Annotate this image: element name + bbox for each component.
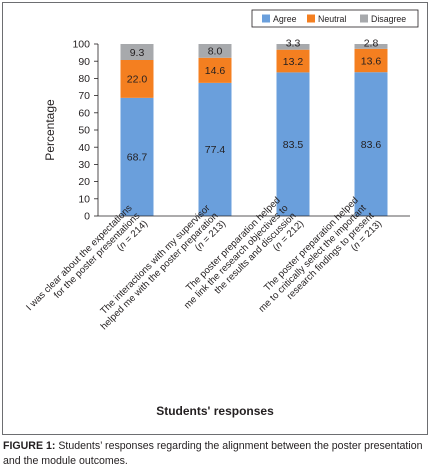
y-tick-label: 10 [78,193,90,205]
data-label: 13.6 [361,55,382,67]
bar-segment-agree [120,97,154,216]
legend-swatch [307,14,315,23]
legend-swatch [262,14,270,23]
legend-entry: Neutral [318,14,346,24]
legend: Agree Neutral Disagree [251,9,419,28]
data-label: 77.4 [205,144,226,156]
y-tick-label: 60 [78,107,90,119]
y-tick-label: 100 [72,39,90,51]
data-label: 2.8 [364,38,379,50]
legend-entry: Agree [273,14,297,24]
data-label: 83.5 [283,139,304,151]
bar-segment-disagree [276,44,310,50]
data-label: 3.3 [286,38,301,50]
data-label: 22.0 [127,74,148,86]
y-tick-label: 30 [78,159,90,171]
legend-entry: Disagree [371,14,406,24]
y-tick-label: 50 [78,125,90,137]
data-label: 14.6 [205,65,226,77]
bar-segment-disagree [198,44,232,58]
bar-segment-neutral [276,49,310,73]
data-label: 8.0 [208,46,223,58]
caption-label: FIGURE 1: [3,440,56,452]
stacked-bar-chart: Agree Neutral Disagree 0 10 20 30 40 50 60 70 80 90… [24,9,419,418]
y-tick-label: 0 [84,211,90,223]
data-label: 9.3 [130,47,145,59]
legend-box [251,9,419,28]
y-tick-label: 40 [78,142,90,154]
bar-segment-agree [354,72,388,216]
bar-segment-agree [198,82,232,216]
bar-segment-disagree [354,44,388,49]
y-axis-title: Percentage [43,99,57,161]
legend-swatch [360,14,368,23]
data-label: 68.7 [127,152,148,164]
caption-text: Students’ responses regarding the alignm… [3,440,423,467]
y-tick-label: 70 [78,90,90,102]
bar-segment-disagree [120,44,154,60]
y-tick-label: 80 [78,73,90,85]
y-tick-label: 20 [78,176,90,188]
y-axis: 0 10 20 30 40 50 60 70 80 90 100 [72,39,99,223]
bars: 68.7 22.0 9.3 77.4 14.6 8.0 83.5 13.2 3.3 83.6 13.… [120,38,388,216]
bar-segment-neutral [198,57,232,83]
figure-caption: FIGURE 1: Students’ responses regarding … [3,439,427,468]
bar-segment-neutral [354,48,388,73]
data-label: 13.2 [283,56,304,68]
bar-segment-neutral [120,59,154,98]
figure-frame [2,2,428,435]
x-axis-title: Students' responses [156,404,274,418]
data-label: 83.6 [361,139,382,151]
y-tick-label: 90 [78,56,90,68]
bar-segment-agree [276,72,310,216]
